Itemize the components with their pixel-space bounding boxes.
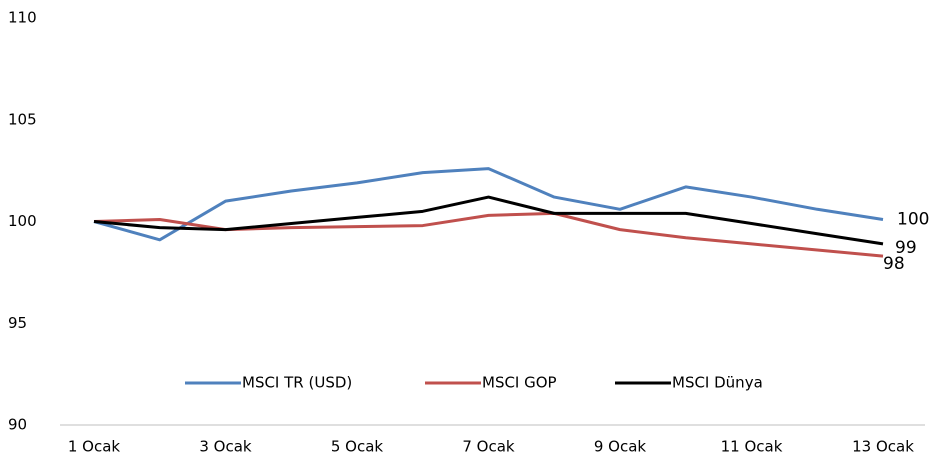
x-tick-label: 5 Ocak [331,438,384,456]
series-line [93,211,884,258]
series-line [93,195,884,246]
x-tick-label: 9 Ocak [594,438,647,456]
x-tick-label: 7 Ocak [462,438,515,456]
y-tick-label: 105 [8,110,37,128]
legend-label: MSCI Dünya [672,374,763,392]
y-tick-label: 95 [8,314,27,332]
value-label: 99 [895,238,917,258]
y-tick-label: 110 [8,9,37,27]
x-tick-label: 1 Ocak [68,438,121,456]
value-label: 98 [883,254,905,274]
x-tick-label: 13 Ocak [852,438,914,456]
series-line [93,167,884,242]
legend-label: MSCI TR (USD) [242,374,352,392]
legend-label: MSCI GOP [482,374,557,392]
y-tick-label: 100 [8,212,37,230]
x-tick-label: 11 Ocak [721,438,783,456]
value-label: 100 [897,209,929,229]
y-tick-label: 90 [8,416,27,434]
x-tick-label: 3 Ocak [199,438,252,456]
